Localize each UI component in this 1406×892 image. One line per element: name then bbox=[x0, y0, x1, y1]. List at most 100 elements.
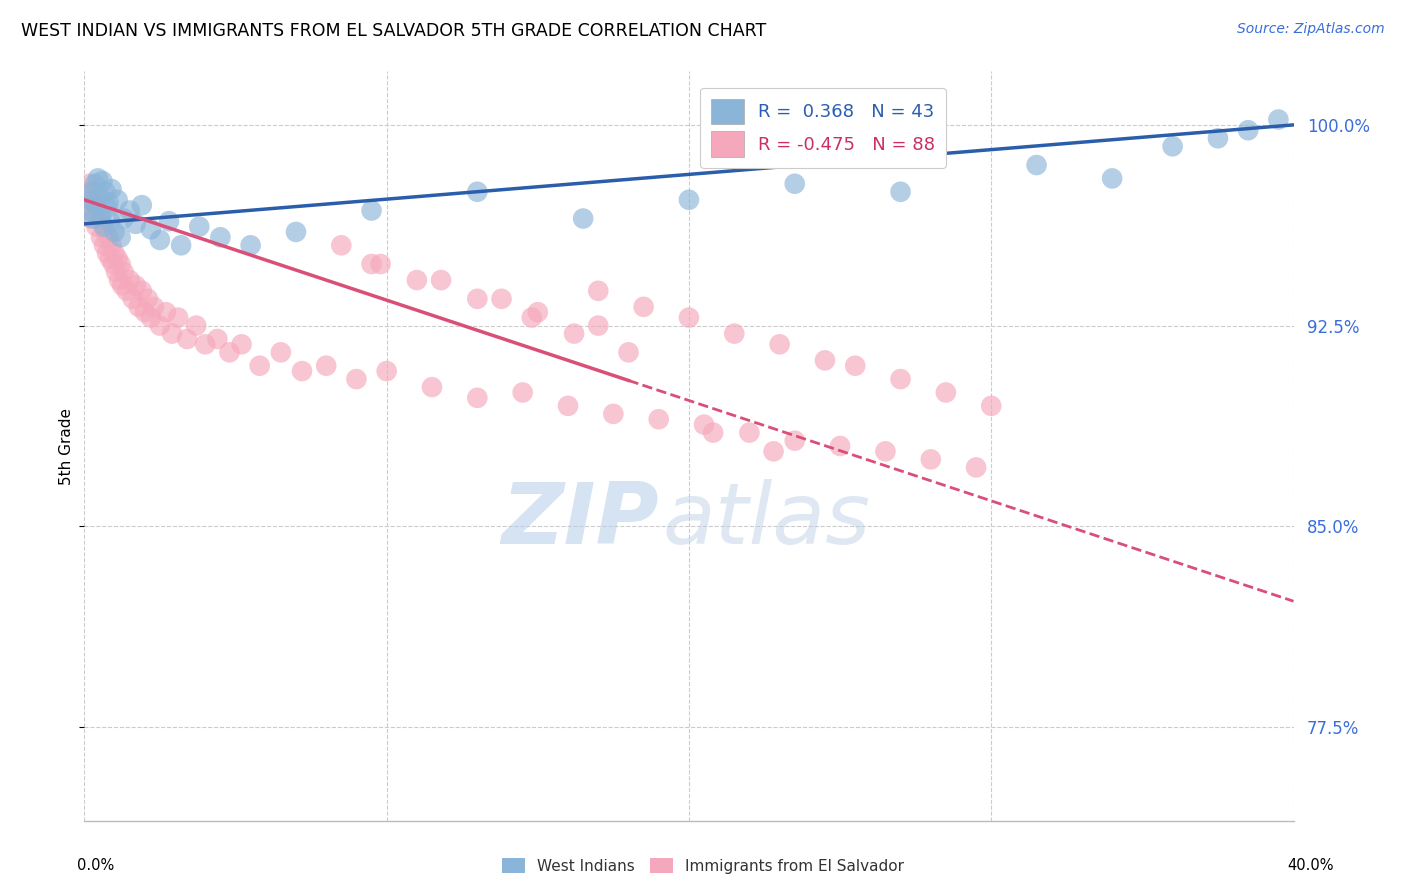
Point bbox=[157, 214, 180, 228]
Point bbox=[104, 225, 127, 239]
Point bbox=[112, 211, 135, 226]
Point bbox=[370, 257, 392, 271]
Point bbox=[491, 292, 513, 306]
Point bbox=[125, 217, 148, 231]
Point bbox=[94, 225, 117, 239]
Point bbox=[100, 238, 122, 252]
Point bbox=[678, 193, 700, 207]
Point bbox=[194, 337, 217, 351]
Point bbox=[110, 257, 132, 271]
Point bbox=[167, 310, 190, 325]
Point bbox=[890, 185, 912, 199]
Point bbox=[90, 209, 112, 223]
Point bbox=[86, 219, 108, 234]
Point bbox=[375, 364, 398, 378]
Point bbox=[101, 257, 124, 271]
Point bbox=[783, 177, 806, 191]
Point bbox=[360, 203, 382, 218]
Point bbox=[702, 425, 724, 440]
Point bbox=[112, 265, 135, 279]
Point bbox=[149, 318, 172, 333]
Point bbox=[91, 217, 114, 231]
Point bbox=[100, 182, 122, 196]
Point bbox=[170, 238, 193, 252]
Text: WEST INDIAN VS IMMIGRANTS FROM EL SALVADOR 5TH GRADE CORRELATION CHART: WEST INDIAN VS IMMIGRANTS FROM EL SALVAD… bbox=[21, 22, 766, 40]
Point bbox=[115, 284, 138, 298]
Point bbox=[875, 444, 897, 458]
Point bbox=[935, 385, 957, 400]
Point bbox=[1267, 112, 1289, 127]
Point bbox=[602, 407, 624, 421]
Point bbox=[330, 238, 353, 252]
Point bbox=[80, 185, 103, 199]
Point bbox=[520, 310, 543, 325]
Point bbox=[678, 310, 700, 325]
Point bbox=[160, 326, 183, 341]
Point bbox=[1206, 131, 1229, 145]
Point bbox=[512, 385, 534, 400]
Point bbox=[77, 177, 100, 191]
Point bbox=[315, 359, 337, 373]
Point bbox=[420, 380, 443, 394]
Point bbox=[467, 292, 489, 306]
Point bbox=[87, 190, 110, 204]
Point bbox=[121, 292, 143, 306]
Point bbox=[176, 332, 198, 346]
Point bbox=[723, 326, 745, 341]
Text: 40.0%: 40.0% bbox=[1286, 858, 1334, 872]
Point bbox=[562, 326, 585, 341]
Point bbox=[207, 332, 229, 346]
Legend: R =  0.368   N = 43, R = -0.475   N = 88: R = 0.368 N = 43, R = -0.475 N = 88 bbox=[700, 88, 946, 168]
Point bbox=[693, 417, 716, 432]
Point bbox=[98, 252, 121, 266]
Point bbox=[188, 219, 211, 234]
Point bbox=[89, 190, 111, 204]
Point bbox=[980, 399, 1002, 413]
Point bbox=[430, 273, 453, 287]
Point bbox=[239, 238, 262, 252]
Point bbox=[94, 185, 117, 199]
Point bbox=[77, 193, 100, 207]
Point bbox=[285, 225, 308, 239]
Point bbox=[139, 310, 162, 325]
Point bbox=[830, 439, 852, 453]
Point bbox=[209, 230, 232, 244]
Point bbox=[814, 353, 837, 368]
Point bbox=[131, 198, 153, 212]
Point bbox=[218, 345, 240, 359]
Point bbox=[91, 174, 114, 188]
Point bbox=[98, 214, 121, 228]
Point bbox=[97, 230, 120, 244]
Point bbox=[249, 359, 271, 373]
Point bbox=[762, 444, 785, 458]
Point bbox=[84, 177, 107, 191]
Point bbox=[783, 434, 806, 448]
Point bbox=[149, 233, 172, 247]
Point bbox=[79, 203, 101, 218]
Point bbox=[467, 391, 489, 405]
Point bbox=[128, 300, 150, 314]
Point bbox=[86, 198, 108, 212]
Text: Source: ZipAtlas.com: Source: ZipAtlas.com bbox=[1237, 22, 1385, 37]
Point bbox=[82, 211, 104, 226]
Point bbox=[90, 230, 112, 244]
Point bbox=[80, 193, 103, 207]
Point bbox=[406, 273, 429, 287]
Point bbox=[105, 265, 128, 279]
Point bbox=[118, 273, 141, 287]
Point bbox=[125, 278, 148, 293]
Point bbox=[844, 359, 866, 373]
Point bbox=[186, 318, 208, 333]
Point bbox=[1101, 171, 1123, 186]
Point bbox=[97, 195, 120, 210]
Point bbox=[111, 278, 134, 293]
Point bbox=[1161, 139, 1184, 153]
Point bbox=[1237, 123, 1260, 137]
Y-axis label: 5th Grade: 5th Grade bbox=[59, 408, 75, 484]
Point bbox=[346, 372, 368, 386]
Point bbox=[467, 185, 489, 199]
Point bbox=[104, 246, 127, 260]
Point bbox=[965, 460, 987, 475]
Point bbox=[134, 305, 156, 319]
Point bbox=[769, 337, 792, 351]
